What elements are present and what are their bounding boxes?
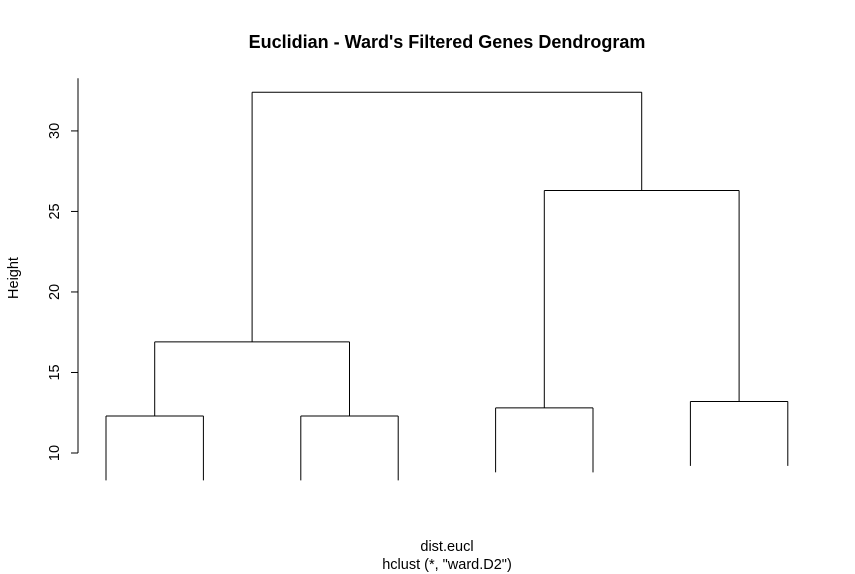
y-tick-label: 15 xyxy=(47,364,63,380)
y-tick-label: 25 xyxy=(47,203,63,219)
method-subtitle: hclust (*, "ward.D2") xyxy=(382,557,512,573)
y-axis: 10 15 20 25 30 xyxy=(47,78,79,461)
y-tick-label: 20 xyxy=(47,284,63,300)
y-tick-label: 10 xyxy=(47,445,63,461)
y-axis-label: Height xyxy=(6,257,22,299)
dendrogram-tree xyxy=(105,91,789,481)
chart-title: Euclidian - Ward's Filtered Genes Dendro… xyxy=(249,32,646,52)
y-tick-label: 30 xyxy=(47,123,63,139)
x-axis-label: dist.eucl xyxy=(420,539,473,555)
